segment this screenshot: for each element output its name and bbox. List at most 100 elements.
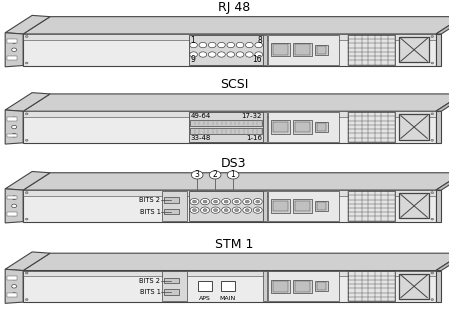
Circle shape — [222, 207, 230, 213]
Bar — [263, 112, 267, 142]
Circle shape — [431, 272, 434, 274]
Circle shape — [232, 198, 241, 205]
Bar — [293, 43, 312, 56]
Bar — [271, 280, 290, 293]
Bar — [162, 191, 187, 221]
Circle shape — [12, 117, 17, 121]
Polygon shape — [268, 272, 339, 301]
Bar — [293, 280, 312, 293]
Bar — [7, 39, 17, 43]
Circle shape — [246, 42, 253, 48]
Circle shape — [255, 42, 262, 48]
Text: APS: APS — [199, 297, 211, 301]
Circle shape — [234, 209, 239, 212]
Text: 8: 8 — [257, 35, 262, 45]
Polygon shape — [348, 191, 395, 221]
Circle shape — [12, 125, 17, 129]
Circle shape — [222, 198, 230, 205]
Polygon shape — [5, 33, 23, 67]
Circle shape — [431, 113, 434, 115]
Bar — [399, 114, 429, 140]
Bar — [399, 193, 429, 218]
Circle shape — [193, 209, 197, 212]
Bar — [316, 123, 326, 131]
Circle shape — [431, 218, 434, 220]
Bar — [220, 281, 235, 291]
Bar — [399, 274, 429, 299]
Bar — [164, 289, 179, 295]
Polygon shape — [5, 189, 23, 223]
Circle shape — [227, 42, 234, 48]
Bar — [273, 200, 288, 211]
Polygon shape — [23, 17, 450, 34]
Circle shape — [25, 192, 28, 194]
Bar — [190, 120, 262, 126]
Polygon shape — [436, 17, 450, 34]
Circle shape — [255, 52, 262, 57]
Text: 33-48: 33-48 — [190, 135, 211, 141]
Circle shape — [25, 62, 28, 64]
Bar — [273, 122, 288, 133]
Circle shape — [201, 198, 210, 205]
Polygon shape — [23, 190, 436, 222]
Text: RJ 48: RJ 48 — [218, 1, 250, 14]
Polygon shape — [436, 253, 450, 271]
Circle shape — [431, 35, 434, 37]
Polygon shape — [23, 111, 436, 143]
Bar — [399, 274, 429, 299]
Circle shape — [224, 209, 228, 212]
Circle shape — [190, 207, 199, 213]
Text: 49-64: 49-64 — [190, 113, 211, 119]
Circle shape — [253, 198, 262, 205]
Circle shape — [208, 52, 216, 57]
Bar — [7, 56, 17, 60]
Bar — [164, 278, 179, 283]
Circle shape — [211, 207, 220, 213]
Bar — [315, 281, 328, 291]
Text: 1-16: 1-16 — [246, 135, 262, 141]
Text: 1: 1 — [231, 171, 235, 179]
Bar — [316, 282, 326, 290]
Circle shape — [12, 277, 17, 280]
Circle shape — [199, 52, 207, 57]
Circle shape — [227, 52, 234, 57]
Circle shape — [12, 196, 17, 199]
Circle shape — [190, 42, 198, 48]
Circle shape — [12, 212, 17, 216]
Bar — [293, 199, 312, 213]
Bar — [273, 44, 288, 55]
Circle shape — [431, 192, 434, 194]
Polygon shape — [268, 35, 339, 65]
Circle shape — [236, 52, 244, 57]
Bar — [189, 191, 263, 221]
Circle shape — [431, 139, 434, 141]
Circle shape — [236, 42, 244, 48]
Text: BITS 1: BITS 1 — [140, 209, 160, 215]
Bar — [7, 276, 17, 280]
Bar — [263, 35, 267, 65]
Text: 1: 1 — [190, 35, 195, 45]
Bar — [316, 46, 326, 54]
Circle shape — [218, 42, 225, 48]
Bar — [7, 195, 17, 199]
Circle shape — [25, 35, 28, 37]
Text: BITS 2: BITS 2 — [140, 197, 160, 203]
Polygon shape — [23, 94, 450, 111]
Circle shape — [224, 200, 228, 203]
Circle shape — [209, 171, 221, 179]
Bar — [316, 202, 326, 210]
Circle shape — [25, 272, 28, 274]
Polygon shape — [23, 271, 436, 276]
Circle shape — [201, 207, 210, 213]
Text: MAIN: MAIN — [220, 297, 236, 301]
Bar — [295, 44, 310, 55]
Circle shape — [214, 209, 218, 212]
Bar — [315, 201, 328, 211]
Circle shape — [253, 207, 262, 213]
Circle shape — [190, 198, 199, 205]
Bar — [399, 37, 429, 62]
Text: BITS 2: BITS 2 — [140, 277, 160, 284]
Polygon shape — [23, 34, 436, 40]
Bar — [295, 200, 310, 211]
Circle shape — [25, 113, 28, 115]
